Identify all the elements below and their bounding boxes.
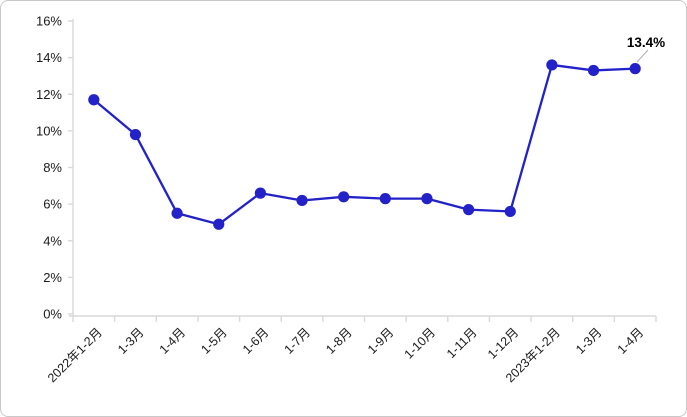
data-point-marker (629, 63, 641, 75)
y-tick-label: 8% (43, 160, 62, 175)
x-tick-label: 1-9月 (365, 325, 397, 357)
data-point-marker (171, 207, 183, 219)
annotation-leader-line (636, 49, 649, 63)
x-tick-label: 1-6月 (240, 325, 272, 357)
data-point-marker (587, 64, 600, 77)
y-tick-label: 4% (43, 233, 62, 248)
x-tick-label: 1-4月 (615, 325, 647, 357)
x-tick-label: 1-7月 (282, 325, 314, 357)
data-point-marker (379, 193, 391, 205)
data-point-marker (338, 191, 350, 203)
x-tick-label: 1-8月 (323, 325, 355, 357)
data-point-marker (546, 59, 558, 71)
data-point-marker (88, 94, 100, 106)
x-tick-label: 1-5月 (198, 325, 230, 357)
data-point-marker (296, 194, 308, 207)
x-tick-label: 1-12月 (485, 325, 521, 361)
data-point-marker (213, 218, 225, 230)
y-tick-label: 16% (36, 14, 62, 29)
data-point-marker (421, 193, 433, 205)
y-tick-label: 10% (36, 123, 62, 138)
series-line (93, 63, 636, 226)
data-point-marker (254, 187, 266, 199)
x-tick-label: 1-10月 (402, 325, 438, 361)
data-point-marker (129, 128, 142, 141)
x-tick-label: 1-11月 (444, 325, 480, 361)
data-point-marker (504, 205, 516, 218)
series-group (88, 59, 641, 230)
x-tick-label: 1-3月 (573, 325, 605, 357)
x-tick-label: 1-4月 (157, 325, 189, 357)
y-tick-label: 6% (43, 197, 62, 212)
y-tick-label: 0% (43, 307, 62, 322)
x-tick-label: 2022年1-2月 (45, 325, 105, 385)
y-tick-label: 2% (43, 270, 62, 285)
x-tick-label: 1-3月 (115, 325, 147, 357)
y-tick-label: 14% (36, 50, 62, 65)
y-tick-label: 12% (36, 87, 62, 102)
annotation-value: 13.4% (627, 35, 665, 50)
data-point-marker (463, 204, 475, 216)
